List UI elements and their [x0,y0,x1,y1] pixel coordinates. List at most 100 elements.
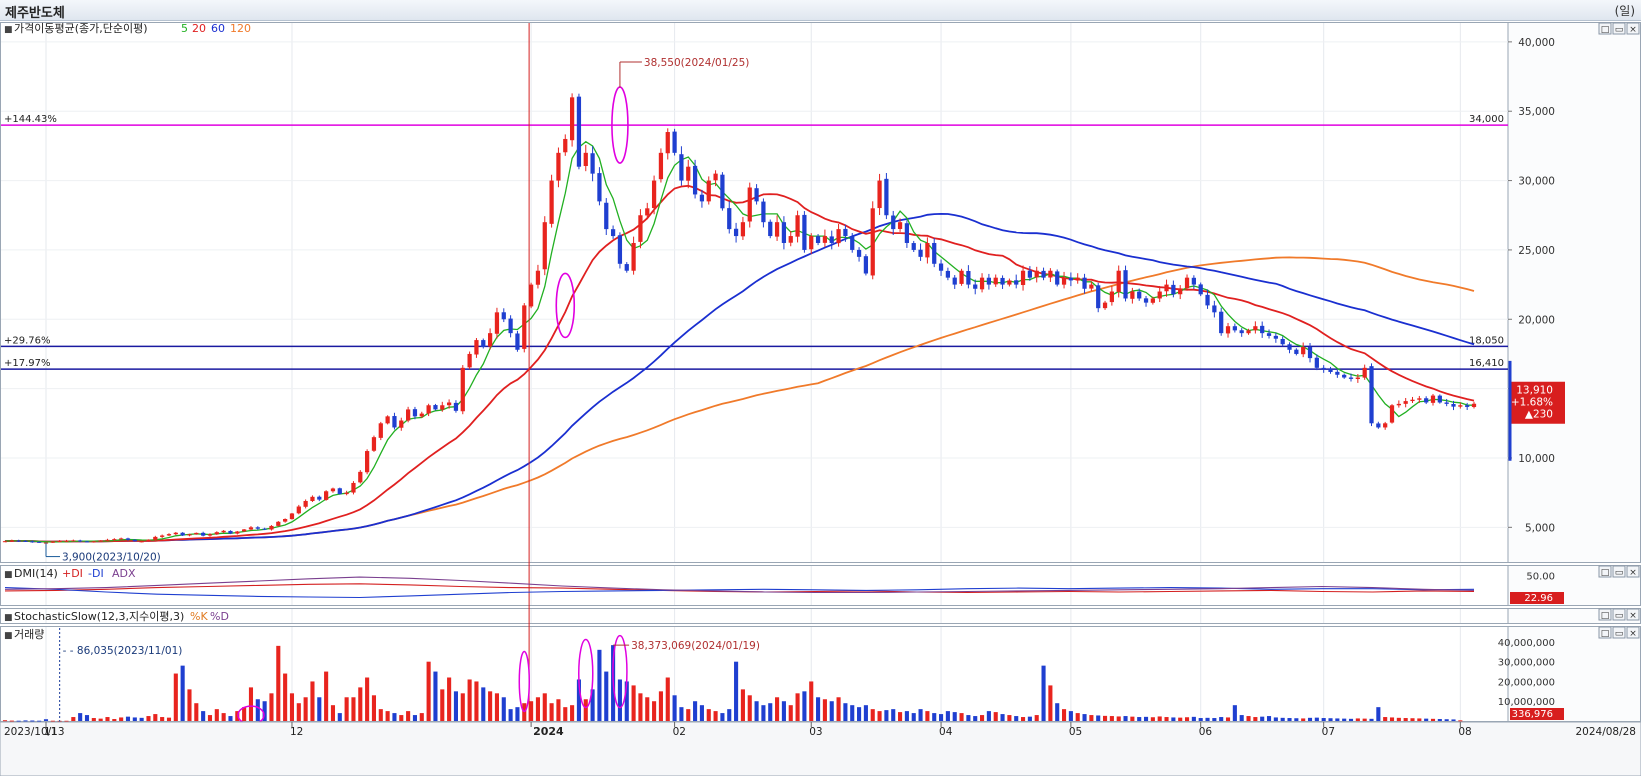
stoch-panel-ctrl-button[interactable] [1612,608,1626,621]
volume-bar [242,707,247,721]
candle-body [1143,298,1149,303]
volume-bar [16,720,21,722]
candle-body [30,541,35,543]
price-panel-ctrl-button[interactable] [1612,22,1626,35]
candle-body [850,236,855,250]
volume-panel-ctrl-button[interactable] [1598,626,1612,639]
candle-body [385,416,390,424]
candle-body [1096,285,1101,309]
candle-body [658,152,664,180]
volume-bar [911,713,916,721]
volume-bar [324,671,329,721]
candle-body [774,222,780,237]
volume-bar [1335,718,1340,721]
panel-handle-icon: ■ [4,570,13,580]
x-month-label: 07 [1322,726,1335,738]
candle-body [37,541,42,543]
candle-body [1314,357,1319,368]
volume-bar [146,716,151,721]
candle-body [378,423,383,438]
dmi-panel-ctrl-button[interactable] [1612,565,1626,578]
volume-panel-ctrl-button[interactable] [1626,626,1640,639]
stoch-panel-ctrl-icon: ▭ [1615,611,1624,621]
volume-bar [583,699,588,721]
volume-bar [1171,717,1176,721]
volume-bar [1451,719,1456,721]
candle-body [201,532,206,536]
volume-bar [1389,717,1395,721]
volume-bar [488,691,493,721]
dmi-panel-ctrl-button[interactable] [1626,565,1640,578]
dmi-panel-ctrl-button[interactable] [1598,565,1612,578]
volume-bar [1219,717,1224,721]
candle-body [296,506,301,514]
volume-bar [474,681,479,721]
price-panel-ctrl-button[interactable] [1626,22,1640,35]
panel-handle-icon: ■ [4,631,13,641]
candle-body [1130,291,1135,299]
reference-line-value: 16,410 [1469,358,1504,369]
candle-body [371,437,377,451]
x-start-date: 2023/10/13 [4,726,65,738]
volume-bar [378,709,383,721]
volume-bar [1307,717,1313,721]
candle-body [248,527,254,530]
candle-body [1342,374,1347,378]
stoch-panel-ctrl-button[interactable] [1598,608,1612,621]
volume-bar [358,687,363,721]
candle-body [1458,405,1463,407]
candle-body [1328,369,1333,372]
volume-bar [1191,716,1196,721]
volume-bar [1082,714,1087,721]
candle-body [1287,344,1292,350]
price-panel [0,22,1509,563]
candle-body [303,500,308,507]
volume-bar [1348,718,1354,721]
title-bar: 제주반도체 (일) [0,0,1641,21]
candle-body [1184,277,1190,289]
volume-bar [993,712,998,721]
candle-body [1273,335,1278,339]
x-month-label: 11 [44,726,57,738]
period-unit[interactable]: (일) [1614,4,1635,18]
ma5-line [4,140,1475,543]
price-panel-ctrl-button[interactable] [1598,22,1612,35]
volume-tick-label: 30,000,000 [1498,658,1555,669]
candle-body [255,527,260,529]
candle-body [740,222,746,237]
candle-body [727,208,732,230]
volume-bar [501,697,506,721]
volume-bar [1061,709,1067,721]
volume-bar [262,701,267,721]
candle-body [1424,398,1429,403]
volume-bar [426,661,431,721]
volume-bar [37,720,42,722]
volume-bar [64,720,69,722]
volume-panel-ctrl-button[interactable] [1612,626,1626,639]
volume-bar [166,717,172,721]
candle-body [446,402,452,406]
candle-body [1171,284,1176,295]
volume-bar [713,711,718,721]
candle-body [597,173,602,202]
volume-bar [1362,718,1367,721]
volume-bar [959,713,964,721]
chart-canvas[interactable]: 40,00035,00030,00025,00020,00015,00010,0… [0,20,1641,776]
volume-bar [78,713,83,721]
volume-bar [535,697,540,721]
dmi-panel-ctrl-icon: ▭ [1615,568,1624,578]
volume-bar [1321,718,1326,721]
panel-handle-icon: ■ [4,613,13,623]
volume-bar [1301,718,1306,721]
candle-body [986,277,992,285]
low-annotation: 3,900(2023/10/20) [62,552,161,564]
candle-body [706,180,711,202]
volume-bar [870,709,875,721]
volume-bar [303,697,308,721]
volume-bar [9,720,14,722]
stoch-panel-ctrl-button[interactable] [1626,608,1640,621]
volume-bar [228,716,233,721]
volume-bar [542,693,547,721]
ma-legend-item: 60 [211,22,225,35]
candle-body [1280,338,1285,345]
